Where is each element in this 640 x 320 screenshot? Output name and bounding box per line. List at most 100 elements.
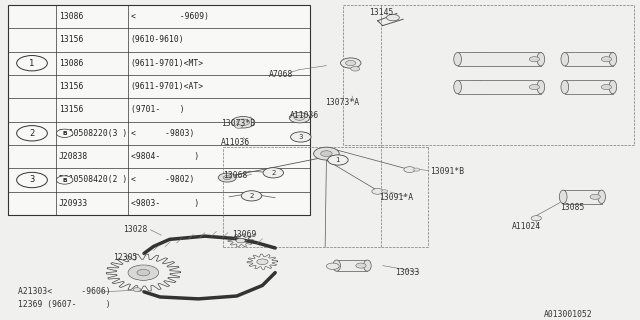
Text: <         -9609): < -9609) — [131, 12, 209, 21]
Text: 13085: 13085 — [560, 203, 584, 212]
Ellipse shape — [561, 52, 569, 66]
Circle shape — [602, 84, 612, 90]
Ellipse shape — [609, 80, 617, 94]
Bar — [8, 5, 310, 215]
Text: B010508420(2 ): B010508420(2 ) — [59, 175, 127, 185]
Text: (9611-9701)<AT>: (9611-9701)<AT> — [131, 82, 204, 91]
Text: 13033: 13033 — [395, 268, 419, 277]
Ellipse shape — [537, 80, 545, 94]
Text: 13028: 13028 — [123, 225, 147, 234]
Circle shape — [257, 259, 268, 265]
Ellipse shape — [561, 80, 569, 94]
Text: 3: 3 — [29, 175, 35, 185]
Bar — [337, 260, 367, 271]
Text: <      -9803): < -9803) — [131, 129, 194, 138]
Ellipse shape — [609, 52, 617, 66]
Text: A013001052: A013001052 — [544, 310, 593, 319]
Circle shape — [241, 191, 262, 201]
Circle shape — [236, 238, 245, 243]
Circle shape — [529, 57, 540, 62]
Text: 3: 3 — [298, 134, 303, 140]
Ellipse shape — [537, 52, 545, 66]
Circle shape — [294, 115, 305, 120]
Circle shape — [387, 14, 399, 21]
Text: 1: 1 — [335, 157, 340, 163]
Text: 13091*B: 13091*B — [430, 167, 464, 176]
Text: A11036: A11036 — [221, 138, 250, 147]
Text: (9701-    ): (9701- ) — [131, 105, 184, 115]
Text: (9611-9701)<MT>: (9611-9701)<MT> — [131, 59, 204, 68]
Text: 13069: 13069 — [232, 230, 257, 239]
Circle shape — [56, 129, 73, 138]
Text: B: B — [62, 178, 67, 182]
Circle shape — [531, 216, 541, 221]
Circle shape — [372, 188, 383, 194]
Text: 13086: 13086 — [59, 59, 83, 68]
Text: A7068: A7068 — [269, 70, 293, 79]
Text: 13145: 13145 — [369, 8, 393, 17]
Circle shape — [133, 288, 141, 292]
Circle shape — [56, 176, 73, 184]
Text: 1: 1 — [29, 59, 35, 68]
Circle shape — [223, 176, 231, 180]
Text: (9610-9610): (9610-9610) — [131, 35, 184, 44]
Ellipse shape — [454, 52, 461, 66]
Text: 12369 (9607-      ): 12369 (9607- ) — [18, 300, 111, 309]
Bar — [458, 52, 541, 66]
Circle shape — [404, 167, 415, 172]
Bar — [565, 52, 613, 66]
Circle shape — [291, 132, 311, 142]
Text: <      -9802): < -9802) — [131, 175, 194, 185]
Bar — [563, 190, 602, 204]
Text: 13086: 13086 — [59, 12, 83, 21]
Bar — [458, 80, 541, 94]
Circle shape — [340, 58, 361, 68]
Text: J20933: J20933 — [59, 199, 88, 208]
Circle shape — [17, 172, 47, 188]
Ellipse shape — [559, 190, 567, 204]
Text: 13156: 13156 — [59, 82, 83, 91]
Ellipse shape — [333, 260, 340, 271]
Text: B: B — [62, 131, 67, 136]
Circle shape — [129, 265, 158, 280]
Bar — [565, 80, 613, 94]
Circle shape — [237, 119, 250, 125]
Circle shape — [326, 263, 339, 269]
Circle shape — [590, 194, 600, 199]
Circle shape — [218, 173, 236, 182]
Text: 2: 2 — [29, 129, 35, 138]
Text: 2: 2 — [271, 170, 275, 176]
Circle shape — [381, 190, 388, 193]
Circle shape — [232, 116, 255, 128]
Circle shape — [17, 55, 47, 71]
Text: B010508220(3 ): B010508220(3 ) — [59, 129, 127, 138]
Text: J20838: J20838 — [59, 152, 88, 161]
Circle shape — [314, 147, 339, 160]
Text: 13073*B: 13073*B — [221, 119, 255, 128]
Circle shape — [235, 124, 243, 128]
Circle shape — [321, 151, 332, 156]
Circle shape — [128, 265, 159, 280]
Ellipse shape — [364, 260, 371, 271]
Text: 13068: 13068 — [223, 171, 247, 180]
Text: A11024: A11024 — [512, 222, 541, 231]
Ellipse shape — [454, 80, 461, 94]
Circle shape — [529, 84, 540, 90]
Text: A11036: A11036 — [290, 111, 319, 120]
Circle shape — [289, 113, 310, 123]
Circle shape — [137, 269, 150, 276]
Circle shape — [356, 263, 366, 268]
Text: 13156: 13156 — [59, 105, 83, 115]
Text: <9803-       ): <9803- ) — [131, 199, 199, 208]
Circle shape — [351, 67, 360, 71]
Text: 12305: 12305 — [113, 253, 137, 262]
Ellipse shape — [598, 190, 605, 204]
Text: 13091*A: 13091*A — [380, 193, 413, 202]
Circle shape — [602, 57, 612, 62]
Circle shape — [263, 168, 284, 178]
Text: 2: 2 — [250, 193, 253, 199]
Circle shape — [17, 125, 47, 141]
Circle shape — [346, 60, 356, 66]
Text: A21303<      -9606): A21303< -9606) — [18, 287, 111, 296]
Circle shape — [413, 168, 420, 171]
